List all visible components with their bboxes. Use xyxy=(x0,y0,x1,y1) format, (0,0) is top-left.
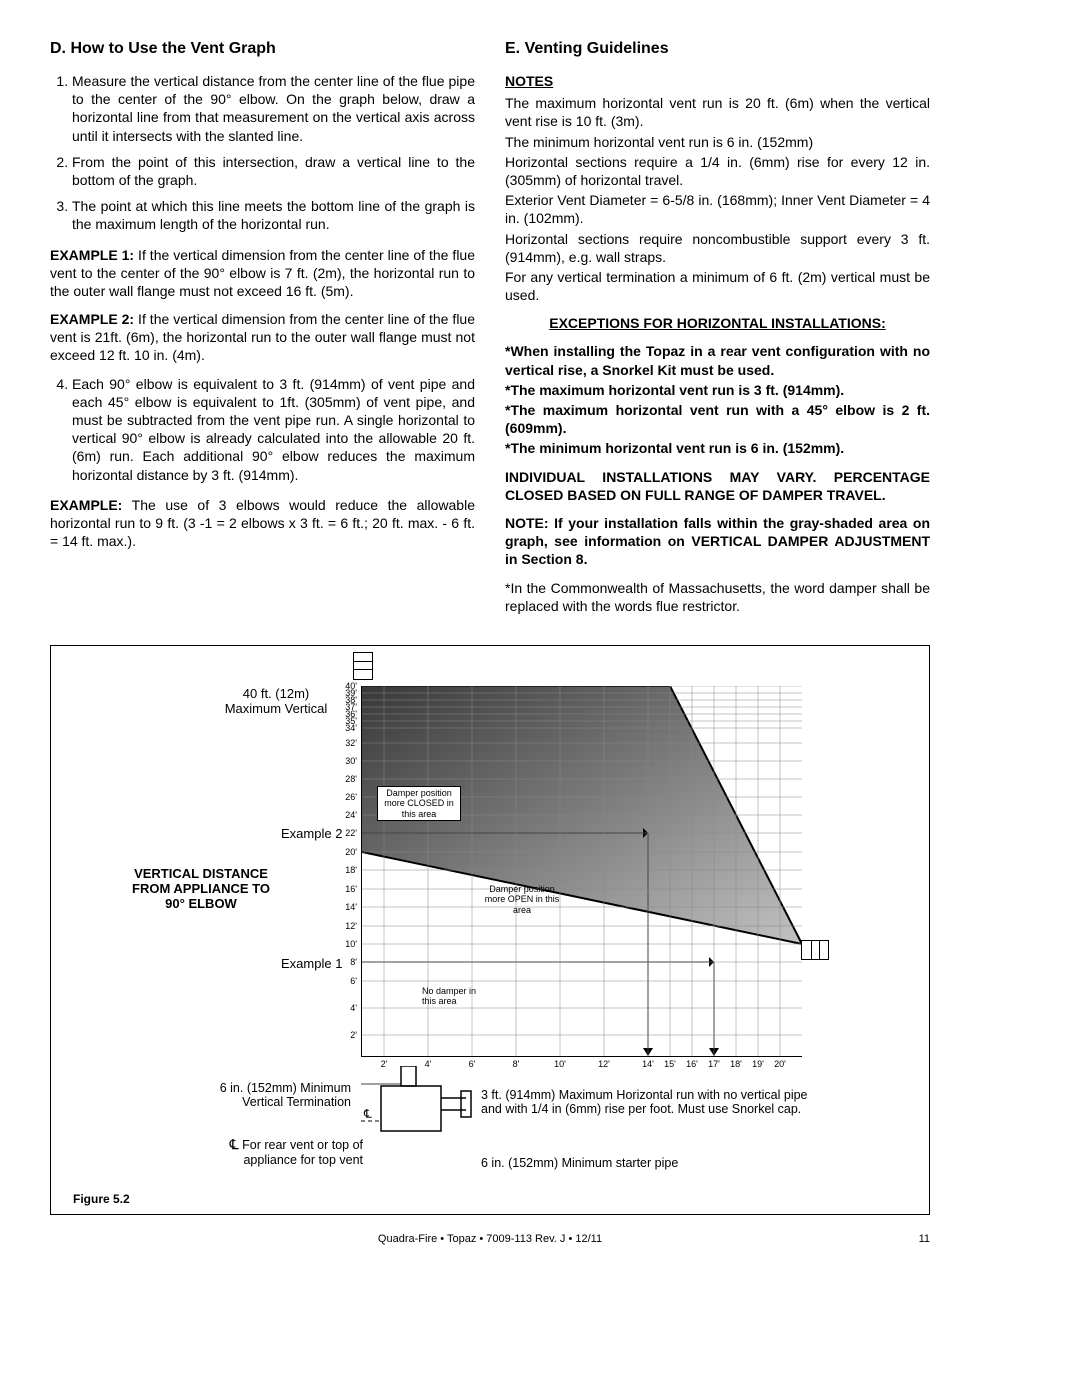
example-1-label: EXAMPLE 1: xyxy=(50,247,134,263)
ytick-label: 8' xyxy=(337,958,357,967)
exc-3: *The maximum horizontal vent run with a … xyxy=(505,401,930,437)
ytick-label: 32' xyxy=(337,739,357,748)
heading-d: D. How to Use the Vent Graph xyxy=(50,40,475,58)
steps-list: Measure the vertical distance from the c… xyxy=(50,72,475,234)
xtick-label: 8' xyxy=(506,1059,526,1069)
max-vertical-label: 40 ft. (12m) Maximum Vertical xyxy=(211,686,341,716)
notes-label: NOTES xyxy=(505,72,930,90)
example-3: EXAMPLE: The use of 3 elbows would reduc… xyxy=(50,496,475,551)
ytick-label: 14' xyxy=(337,903,357,912)
min-starter-label: 6 in. (152mm) Minimum starter pipe xyxy=(481,1156,678,1170)
ytick-label: 4' xyxy=(337,1004,357,1013)
chart-wrap: 40 ft. (12m) Maximum Vertical Example 2 … xyxy=(81,666,899,1204)
ytick-label: 6' xyxy=(337,977,357,986)
no-damper-label: No damper in this area xyxy=(422,986,492,1007)
step-1: Measure the vertical distance from the c… xyxy=(72,72,475,145)
max-horiz-label: 3 ft. (914mm) Maximum Horizontal run wit… xyxy=(481,1088,811,1116)
ytick-label: 16' xyxy=(337,885,357,894)
min-vert-label: 6 in. (152mm) Minimum Vertical Terminati… xyxy=(196,1081,351,1109)
ytick-label: 28' xyxy=(337,775,357,784)
exceptions-label: EXCEPTIONS FOR HORIZONTAL INSTALLATIONS: xyxy=(505,314,930,332)
vent-chart: Damper position more CLOSED in this area… xyxy=(361,686,802,1057)
note-5: Horizontal sections require noncombustib… xyxy=(505,230,930,266)
ytick-label: 22' xyxy=(337,829,357,838)
xtick-label: 10' xyxy=(550,1059,570,1069)
two-column-layout: D. How to Use the Vent Graph Measure the… xyxy=(50,40,930,625)
exc-2: *The maximum horizontal vent run is 3 ft… xyxy=(505,381,930,399)
ytick-label: 20' xyxy=(337,848,357,857)
mass-note: *In the Commonwealth of Massachusetts, t… xyxy=(505,579,930,615)
step-2: From the point of this intersection, dra… xyxy=(72,153,475,189)
steps-list-2: Each 90° elbow is equivalent to 3 ft. (9… xyxy=(50,375,475,484)
appliance-icon: ℄ xyxy=(361,1066,481,1146)
ytick-label: 12' xyxy=(337,922,357,931)
xtick-label: 20' xyxy=(770,1059,790,1069)
note-4: Exterior Vent Diameter = 6-5/8 in. (168m… xyxy=(505,191,930,227)
xtick-label: 16' xyxy=(682,1059,702,1069)
exc-4: *The minimum horizontal vent run is 6 in… xyxy=(505,439,930,457)
ytick-label: 10' xyxy=(337,940,357,949)
xtick-label: 18' xyxy=(726,1059,746,1069)
vent-graph-figure: 40 ft. (12m) Maximum Vertical Example 2 … xyxy=(50,645,930,1215)
note-1: The maximum horizontal vent run is 20 ft… xyxy=(505,94,930,130)
gray-note: NOTE: If your installation falls within … xyxy=(505,514,930,569)
right-column: E. Venting Guidelines NOTES The maximum … xyxy=(505,40,930,625)
example-2: EXAMPLE 2: If the vertical dimension fro… xyxy=(50,310,475,365)
left-column: D. How to Use the Vent Graph Measure the… xyxy=(50,40,475,625)
footer-text: Quadra-Fire • Topaz • 7009-113 Rev. J • … xyxy=(378,1233,602,1245)
example-3-label: EXAMPLE: xyxy=(50,497,122,513)
ytick-label: 30' xyxy=(337,757,357,766)
xtick-label: 19' xyxy=(748,1059,768,1069)
ytick-label: 34' xyxy=(337,724,357,733)
xtick-label: 12' xyxy=(594,1059,614,1069)
heading-e: E. Venting Guidelines xyxy=(505,40,930,58)
ytick-label: 18' xyxy=(337,866,357,875)
ytick-label: 24' xyxy=(337,811,357,820)
note-6: For any vertical termination a minimum o… xyxy=(505,268,930,304)
figure-label: Figure 5.2 xyxy=(73,1192,130,1206)
horizontal-cap-icon xyxy=(801,940,829,960)
damper-closed-label: Damper position more CLOSED in this area xyxy=(377,786,461,821)
yaxis-title: VERTICAL DISTANCE FROM APPLIANCE TO 90° … xyxy=(111,866,291,911)
example-2-marker: Example 2 xyxy=(281,826,342,841)
example-2-label: EXAMPLE 2: xyxy=(50,311,134,327)
page-footer: Quadra-Fire • Topaz • 7009-113 Rev. J • … xyxy=(50,1233,930,1245)
individual-note: INDIVIDUAL INSTALLATIONS MAY VARY. PERCE… xyxy=(505,468,930,504)
step-4: Each 90° elbow is equivalent to 3 ft. (9… xyxy=(72,375,475,484)
ytick-label: 26' xyxy=(337,793,357,802)
exc-1: *When installing the Topaz in a rear ven… xyxy=(505,342,930,378)
xtick-label: 17' xyxy=(704,1059,724,1069)
xtick-label: 15' xyxy=(660,1059,680,1069)
xtick-label: 14' xyxy=(638,1059,658,1069)
note-2: The minimum horizontal vent run is 6 in.… xyxy=(505,133,930,151)
damper-open-label: Damper position more OPEN in this area xyxy=(482,884,562,915)
step-3: The point at which this line meets the b… xyxy=(72,197,475,233)
note-3: Horizontal sections require a 1/4 in. (6… xyxy=(505,153,930,189)
example-1: EXAMPLE 1: If the vertical dimension fro… xyxy=(50,246,475,301)
vertical-cap-icon xyxy=(353,652,373,680)
svg-text:℄: ℄ xyxy=(363,1107,372,1121)
ytick-label: 2' xyxy=(337,1031,357,1040)
page-number: 11 xyxy=(919,1233,930,1245)
example-1-marker: Example 1 xyxy=(281,956,342,971)
centerline-label: ℄ For rear vent or top of appliance for … xyxy=(208,1136,363,1167)
